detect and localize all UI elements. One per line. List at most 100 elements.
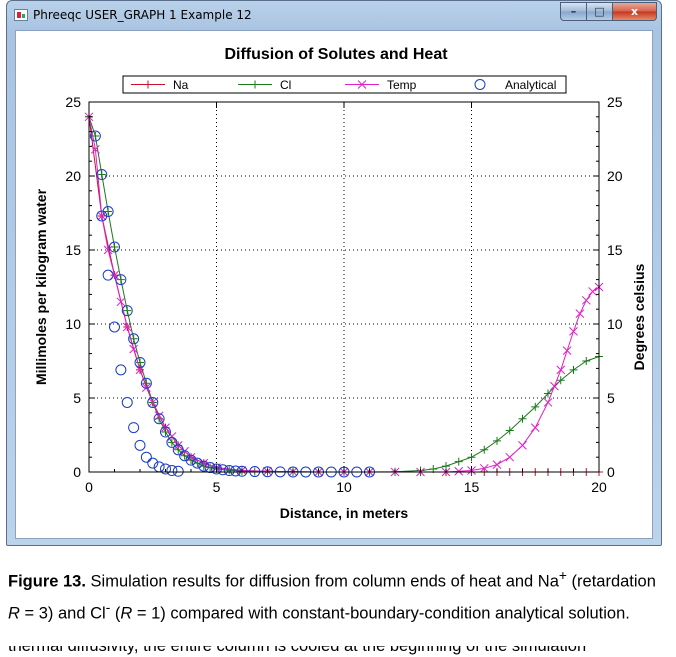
data-point-cl xyxy=(582,357,591,365)
data-point-cl xyxy=(569,365,578,374)
data-point-analytical xyxy=(166,436,178,448)
data-point-temp xyxy=(575,309,585,318)
legend-marker-na xyxy=(144,80,152,89)
data-point-temp xyxy=(550,381,559,391)
y-tick-label: 20 xyxy=(65,168,81,184)
x-axis-title: Distance, in meters xyxy=(280,505,409,521)
data-point-analytical xyxy=(160,463,171,475)
title-bar[interactable]: Phreeqc USER_GRAPH 1 Example 12 – □ x xyxy=(7,1,661,29)
data-point-temp xyxy=(581,295,591,305)
data-point-analytical xyxy=(204,462,216,474)
data-point-cl xyxy=(225,466,234,475)
retardation-var: R xyxy=(8,604,20,622)
figure-caption: Figure 13. Simulation results for diffus… xyxy=(8,563,668,626)
data-point-temp xyxy=(543,398,553,407)
data-point-temp xyxy=(479,463,489,473)
data-point-analytical xyxy=(109,241,120,253)
data-point-temp xyxy=(454,466,464,476)
data-point-cl xyxy=(174,445,183,454)
maximize-button[interactable]: □ xyxy=(586,2,613,21)
app-icon[interactable] xyxy=(14,9,28,21)
chart-grid xyxy=(89,102,599,472)
data-point-analytical xyxy=(140,377,152,389)
y-tick-label: 0 xyxy=(73,464,81,480)
x-tick-label: 15 xyxy=(464,479,480,495)
data-point-analytical xyxy=(109,321,120,333)
data-point-analytical xyxy=(211,463,222,475)
y2-tick-label: 25 xyxy=(607,94,623,110)
data-point-analytical xyxy=(134,356,146,368)
data-point-temp xyxy=(530,423,540,432)
series-analytical xyxy=(89,130,375,478)
data-point-cl xyxy=(493,436,501,445)
data-point-analytical xyxy=(217,464,229,476)
legend-box xyxy=(122,75,567,94)
data-point-temp xyxy=(556,365,566,375)
caption-text-5: = 1) compared with constant-boundary-con… xyxy=(132,604,630,622)
legend-marker-cl xyxy=(251,80,259,89)
y2-axis-title: Degrees celsius xyxy=(631,263,647,370)
y-tick-label: 10 xyxy=(65,316,81,332)
legend-label-na: Na xyxy=(173,78,189,92)
data-point-cl xyxy=(110,243,119,252)
chart-legend: Na Cl Temp Analytical xyxy=(122,75,567,94)
data-point-analytical xyxy=(96,210,108,222)
data-point-temp xyxy=(142,383,151,392)
y2-tick-label: 5 xyxy=(607,390,615,406)
data-point-analytical xyxy=(147,396,159,408)
data-point-temp xyxy=(103,245,113,255)
data-point-analytical xyxy=(102,269,114,281)
data-point-cl xyxy=(116,275,125,284)
cut-off-text: thermal diffusivity, the entire column i… xyxy=(8,646,668,657)
x-tick-label: 20 xyxy=(591,479,607,495)
close-button[interactable]: x xyxy=(612,2,657,21)
data-point-analytical xyxy=(147,457,159,469)
retardation-var-2: R xyxy=(120,604,133,622)
cut-off-line: thermal diffusivity, the entire column i… xyxy=(8,646,587,655)
data-point-cl xyxy=(167,438,176,447)
caption-text-1: Simulation results for diffusion from co… xyxy=(85,572,559,591)
y-tick-label: 25 xyxy=(65,94,81,110)
data-point-analytical xyxy=(96,169,108,181)
data-point-analytical xyxy=(172,444,184,456)
data-point-temp xyxy=(161,423,170,432)
data-point-analytical xyxy=(134,439,146,451)
data-point-analytical xyxy=(121,305,133,317)
caption-text-4: ( xyxy=(110,604,121,622)
data-point-analytical xyxy=(115,274,127,286)
diffusion-chart: Diffusion of Solutes and Heat Na Cl Temp An… xyxy=(33,46,647,521)
chart-title: Diffusion of Solutes and Heat xyxy=(224,46,448,63)
data-point-temp xyxy=(518,441,527,450)
cl-superscript: - xyxy=(105,599,111,615)
data-point-analytical xyxy=(172,465,184,477)
data-point-cl xyxy=(518,414,527,423)
data-point-analytical xyxy=(121,396,133,408)
data-point-cl xyxy=(467,453,476,462)
data-point-temp xyxy=(505,452,515,462)
y2-tick-label: 20 xyxy=(607,168,623,184)
data-point-analytical xyxy=(128,333,140,345)
data-point-temp xyxy=(129,344,138,354)
graph-window: Phreeqc USER_GRAPH 1 Example 12 – □ x Di… xyxy=(6,0,662,546)
caption-text-2: (retardation xyxy=(566,572,656,591)
minimize-button[interactable]: – xyxy=(560,2,587,21)
data-point-temp xyxy=(562,346,572,355)
data-point-temp xyxy=(492,460,502,469)
x-tick-label: 10 xyxy=(336,479,352,495)
data-point-analytical xyxy=(160,426,171,438)
legend-label-temp: Temp xyxy=(387,78,417,92)
graph-area: Diffusion of Solutes and Heat Na Cl Temp An… xyxy=(15,30,653,539)
y2-tick-label: 10 xyxy=(607,316,623,332)
data-point-analytical xyxy=(128,422,140,434)
data-point-analytical xyxy=(153,413,165,425)
data-point-temp xyxy=(588,287,597,296)
data-point-temp xyxy=(91,145,100,154)
y-tick-label: 15 xyxy=(65,242,81,258)
data-point-analytical xyxy=(89,130,101,142)
data-point-cl xyxy=(531,402,540,411)
data-point-temp xyxy=(148,398,158,407)
x-tick-label: 5 xyxy=(213,479,221,495)
y-axis-title: Millimoles per kilogram water xyxy=(33,188,49,385)
data-point-temp xyxy=(122,322,132,332)
data-point-temp xyxy=(97,211,107,221)
